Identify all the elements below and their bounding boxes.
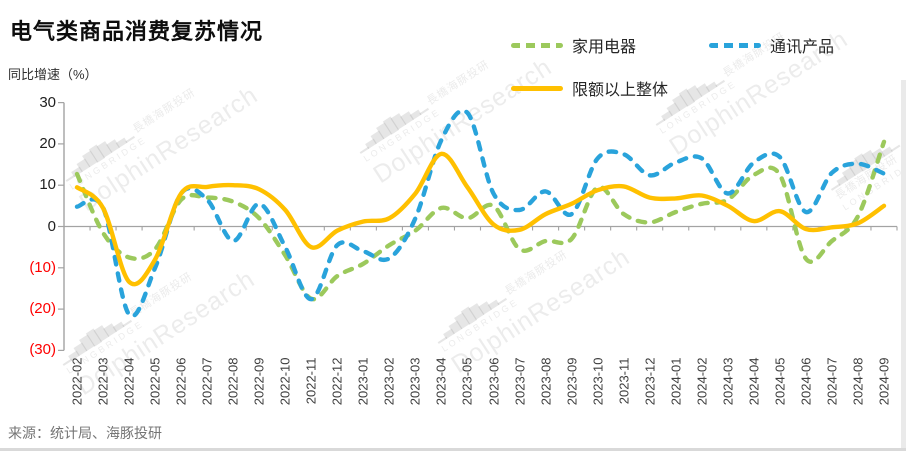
x-tick-label: 2023-06 — [486, 357, 502, 406]
legend-label: 家用电器 — [572, 39, 637, 56]
x-tick-label: 2023-12 — [642, 357, 658, 406]
x-tick-label: 2022-10 — [277, 357, 293, 406]
series-line-家用电器 — [74, 139, 887, 302]
y-tick-label: 10 — [39, 176, 56, 194]
window-edge-bottom — [0, 448, 906, 451]
window-edge-right — [901, 80, 906, 448]
x-tick-label: 2023-05 — [459, 357, 475, 406]
x-tick-label: 2024-09 — [876, 357, 892, 406]
y-tick-label: (10) — [29, 258, 56, 276]
y-axis-unit-label: 同比增速（%） — [8, 67, 98, 82]
x-tick-label: 2023-01 — [355, 357, 371, 406]
x-tick-label: 2023-09 — [564, 357, 580, 406]
x-tick-label: 2024-01 — [668, 357, 684, 406]
x-tick-label: 2024-02 — [694, 357, 710, 406]
x-tick-label: 2024-03 — [720, 357, 736, 406]
x-tick-label: 2024-05 — [772, 357, 788, 406]
x-tick-label: 2024-04 — [746, 357, 762, 406]
x-tick-label: 2023-07 — [512, 357, 528, 406]
series-line-通讯产品 — [74, 108, 887, 319]
x-tick-label: 2022-11 — [303, 357, 319, 405]
series-line-限额以上整体 — [74, 151, 887, 287]
x-tick-label: 2022-08 — [225, 357, 241, 406]
x-tick-label: 2023-03 — [407, 357, 423, 406]
x-tick-label: 2023-04 — [433, 357, 449, 406]
legend-item-communications: 通讯产品 — [709, 33, 834, 57]
x-tick-label: 2024-08 — [850, 357, 866, 406]
green-dashed-line-icon — [511, 42, 563, 48]
legend-label: 通讯产品 — [770, 39, 835, 56]
source-note: 来源：统计局、海豚投研 — [8, 425, 162, 441]
x-tick-label: 2023-10 — [590, 357, 606, 406]
x-tick-label: 2023-11 — [616, 357, 632, 405]
x-tick-label: 2022-12 — [329, 357, 345, 406]
x-tick-label: 2023-02 — [381, 357, 397, 406]
y-tick-label: 30 — [39, 93, 56, 111]
legend-label: 限额以上整体 — [572, 82, 669, 99]
blue-dashed-line-icon — [709, 42, 761, 48]
y-tick-label: (30) — [29, 341, 56, 359]
x-tick-label: 2022-09 — [251, 357, 267, 406]
y-tick-label: 0 — [47, 217, 56, 235]
x-tick-label: 2022-06 — [173, 357, 189, 406]
page-title: 电气类商品消费复苏情况 — [10, 19, 264, 44]
x-tick-label: 2022-07 — [199, 357, 215, 406]
y-tick-label: 20 — [39, 134, 56, 152]
legend-item-overall: 限额以上整体 — [511, 76, 668, 100]
x-tick-label: 2024-07 — [824, 357, 840, 406]
x-tick-label: 2024-06 — [798, 357, 814, 406]
y-tick-label: (20) — [29, 300, 56, 318]
legend-item-appliances: 家用电器 — [511, 33, 636, 57]
x-tick-label: 2023-08 — [538, 357, 554, 406]
yellow-solid-line-icon — [511, 85, 563, 91]
